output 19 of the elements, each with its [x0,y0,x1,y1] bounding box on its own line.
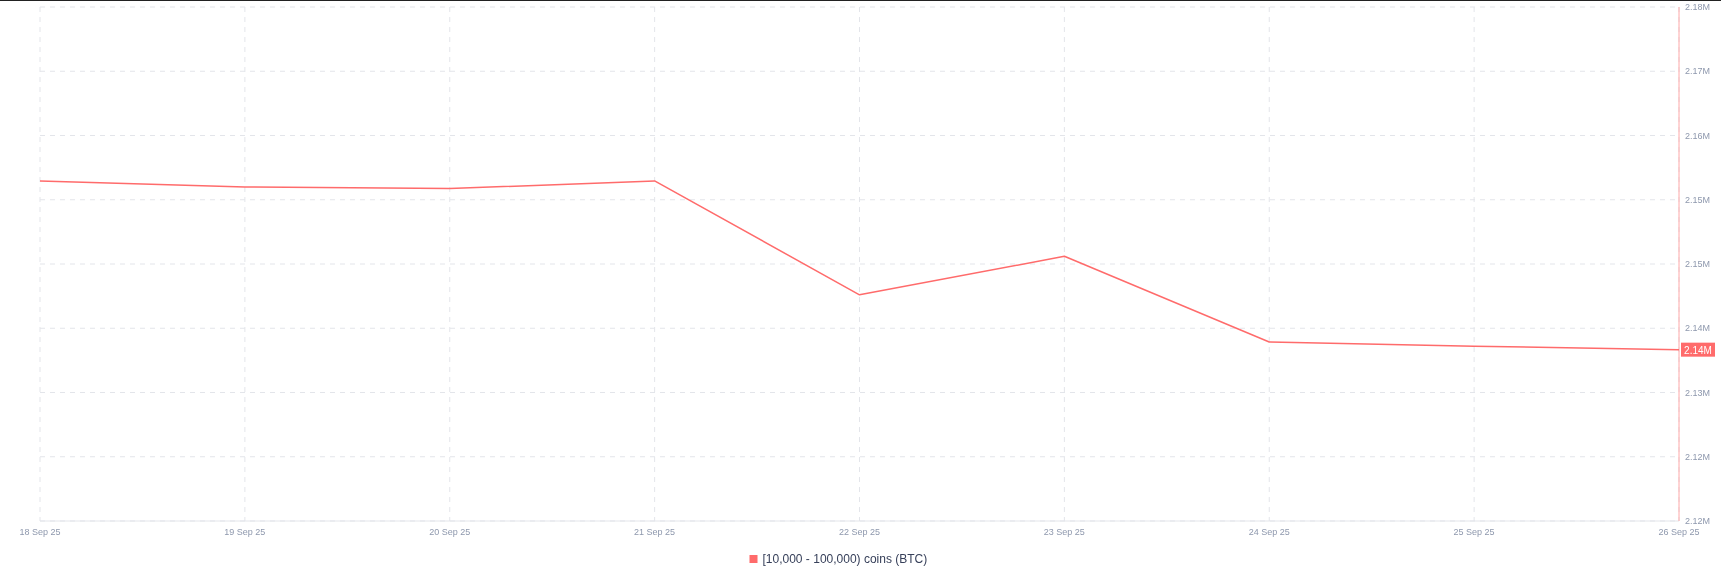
y-tick-label: 2.17M [1685,66,1711,77]
x-tick-label: 22 Sep 25 [838,527,881,537]
x-tick-label: 26 Sep 25 [1658,527,1700,537]
x-tick-label: 18 Sep 25 [19,527,61,537]
x-tick-label: 19 Sep 25 [224,527,266,537]
y-tick-label: 2.12M [1685,451,1711,462]
y-tick-label: 2.16M [1685,130,1711,141]
y-tick-label: 2.13M [1685,387,1711,398]
x-tick-label: 25 Sep 25 [1453,527,1495,537]
y-tick-label: 2.14M [1685,323,1711,334]
x-tick-label: 24 Sep 25 [1248,527,1290,537]
y-tick-label: 2.18M [1685,2,1711,12]
legend-label: [10,000 - 100,000) coins (BTC) [762,552,928,566]
y-tick-label: 2.15M [1685,259,1711,269]
y-tick-label: 2.15M [1685,194,1711,205]
x-tick-label: 21 Sep 25 [634,527,676,537]
x-tick-label: 20 Sep 25 [429,527,471,537]
y-tick-label: 2.12M [1685,516,1711,526]
x-tick-label: 23 Sep 25 [1043,527,1085,537]
